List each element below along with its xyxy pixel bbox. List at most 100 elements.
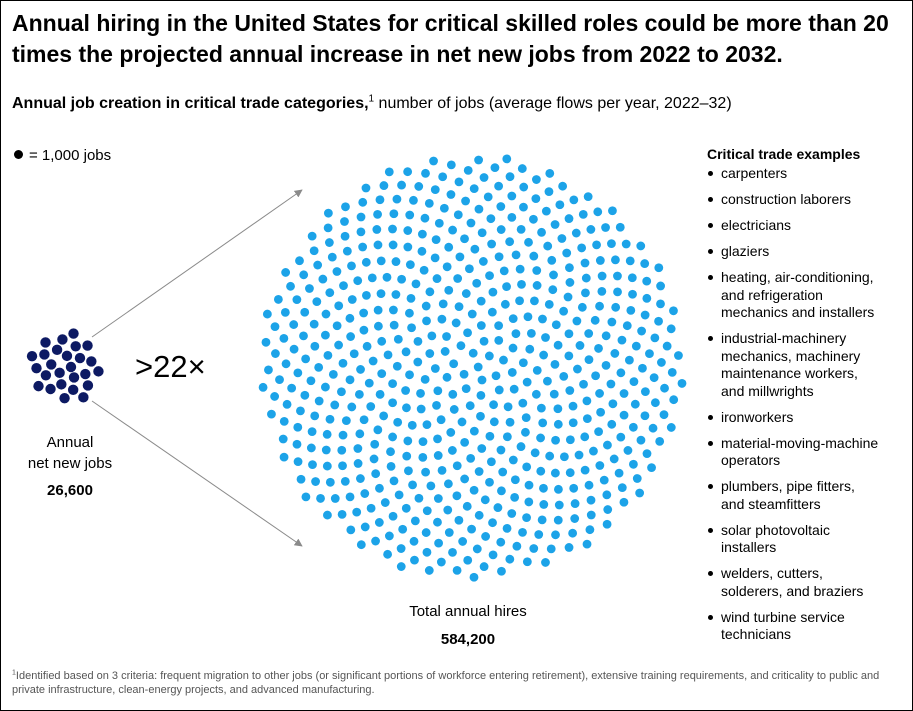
- net-new-jobs-dot: [82, 380, 94, 391]
- total-hires-dot: [590, 315, 600, 325]
- total-hires-dot: [392, 361, 402, 371]
- total-hires-dot: [568, 418, 578, 428]
- total-hires-dot: [362, 341, 372, 351]
- total-hires-dot: [613, 271, 622, 281]
- total-hires-dot: [405, 260, 415, 270]
- total-hires-dot: [459, 369, 469, 379]
- total-hires-dot: [270, 392, 280, 401]
- total-hires-dot: [507, 509, 517, 518]
- total-hires-dot: [312, 297, 322, 306]
- total-hires-dot: [444, 242, 454, 252]
- total-hires-dot: [353, 444, 363, 453]
- total-hires-dot: [667, 368, 677, 377]
- total-hires-dot: [325, 414, 335, 424]
- total-hires-dot: [553, 404, 563, 414]
- total-hires-dot: [579, 379, 588, 389]
- total-hires-dot: [446, 160, 456, 170]
- total-hires-dot: [300, 390, 310, 400]
- total-hires-dot: [396, 544, 406, 553]
- total-hires-dot: [388, 224, 397, 234]
- trade-example-item: welders, cutters, solderers, and braziers: [707, 565, 907, 600]
- total-hires-dot: [380, 498, 390, 507]
- total-hires-dot: [270, 322, 280, 332]
- total-hires-dot: [309, 319, 319, 329]
- total-hires-dot: [564, 351, 574, 361]
- total-hires-dot: [479, 562, 489, 571]
- total-hires-dot: [414, 182, 424, 191]
- total-hires-dot: [650, 398, 660, 408]
- total-hires-dot: [453, 210, 463, 220]
- total-hires-dot: [589, 446, 598, 456]
- total-hires-dot: [526, 328, 536, 338]
- total-hires-dot: [401, 347, 411, 357]
- total-hires-dot: [512, 541, 522, 551]
- total-hires-dot: [386, 462, 396, 471]
- total-hires-dot: [384, 167, 394, 177]
- total-hires-dot: [310, 341, 320, 351]
- total-hires-dot: [483, 192, 493, 202]
- total-hires-dot: [389, 209, 399, 219]
- total-hires-dot: [359, 308, 369, 318]
- total-hires-dot: [656, 299, 665, 309]
- total-hires-dot: [647, 463, 656, 473]
- total-hires-dot: [454, 515, 464, 525]
- total-hires-dot: [402, 403, 411, 413]
- total-hires-dot: [507, 191, 517, 201]
- total-hires-dot: [467, 309, 477, 319]
- total-hires-dot: [519, 202, 528, 212]
- total-hires-dot: [581, 273, 591, 283]
- total-hires-dot: [454, 302, 464, 312]
- total-hires-dot: [386, 447, 395, 457]
- total-hires-dot: [279, 333, 289, 343]
- total-hires-dot: [460, 437, 470, 447]
- total-hires-dot: [463, 555, 473, 565]
- total-hires-dot: [437, 314, 447, 324]
- total-hires-dot: [453, 274, 463, 283]
- total-hires-dot: [530, 296, 539, 306]
- total-hires-dot: [282, 399, 292, 409]
- total-hires-dot: [565, 278, 575, 287]
- net-new-jobs-label-line2: net new jobs: [27, 455, 113, 472]
- total-hires-dot: [666, 324, 676, 334]
- total-hires-dot: [388, 379, 398, 389]
- total-hires-dot: [340, 476, 350, 486]
- total-hires-dot: [580, 432, 590, 442]
- total-hires-dot: [393, 417, 403, 427]
- total-hires-dot: [306, 376, 316, 386]
- total-hires-dot: [442, 372, 452, 382]
- total-hires-dot: [546, 544, 556, 554]
- total-hires-dot: [568, 401, 578, 411]
- total-hires-dot: [541, 206, 551, 216]
- total-hires-dot: [430, 364, 440, 373]
- total-hires-dot: [578, 209, 588, 219]
- total-hires-value: 584,200: [440, 631, 496, 648]
- total-hires-dot: [518, 358, 528, 368]
- total-hires-dot: [389, 320, 399, 330]
- total-hires-dot: [267, 409, 276, 419]
- total-hires-dot: [418, 437, 428, 446]
- total-hires-dot: [359, 325, 369, 335]
- net-new-jobs-dot: [57, 334, 68, 345]
- total-hires-dot: [421, 301, 431, 311]
- total-hires-dot: [557, 234, 567, 243]
- total-hires-dot: [564, 329, 574, 339]
- net-new-jobs-dot: [68, 328, 79, 339]
- total-hires-dot: [478, 257, 488, 266]
- total-hires-dot: [361, 257, 371, 267]
- connector-arrow-top: [91, 189, 303, 338]
- total-hires-dot: [460, 234, 469, 244]
- total-hires-dot: [371, 469, 381, 479]
- total-hires-dot: [442, 332, 451, 341]
- total-hires-dot: [462, 501, 472, 511]
- total-hires-dot: [430, 185, 440, 194]
- total-hires-dot: [595, 461, 605, 470]
- total-hires-dot: [393, 334, 403, 344]
- total-hires-dot: [611, 255, 620, 265]
- total-hires-dot: [570, 499, 580, 508]
- subtitle: Annual job creation in critical trade ca…: [12, 94, 732, 114]
- total-hires-dot: [316, 494, 325, 503]
- total-hires-dot: [364, 378, 374, 388]
- total-hires-dot: [521, 413, 531, 423]
- total-hires-dot: [347, 261, 356, 271]
